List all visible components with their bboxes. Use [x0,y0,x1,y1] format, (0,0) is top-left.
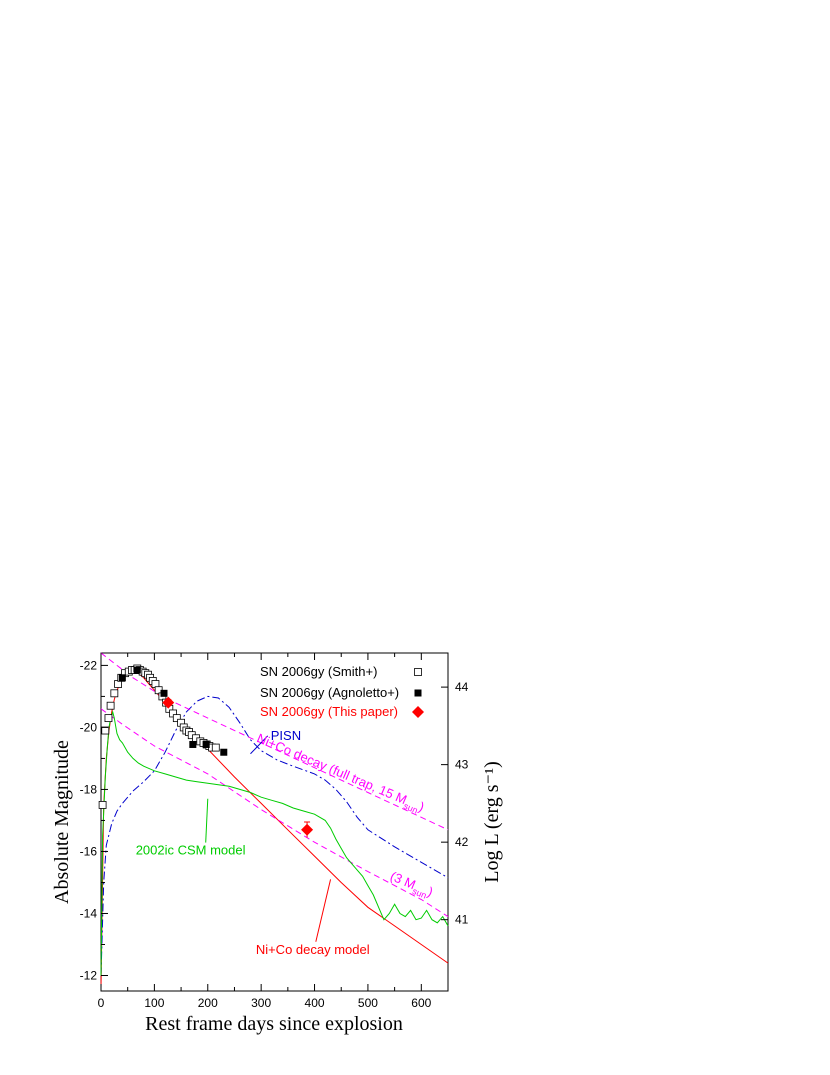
y-tick-label: -20 [80,720,98,734]
annotation-nico: Ni+Co decay model [256,942,370,957]
series-line [100,708,449,918]
data-point-filled-square [202,740,210,748]
data-point-open-square [98,801,107,809]
axes: 0 100 200 300 400 500 600 -22 -20 -18 -16 -14 -12 41 4… [80,653,469,1010]
legend-label: SN 2006gy (Smith+) [260,664,377,679]
y-axis-label: Absolute Magnitude [51,740,73,904]
y2-tick-label: 42 [455,835,469,849]
y2-tick-label: 43 [455,758,469,772]
annotation-tail: ) [425,884,435,900]
legend: SN 2006gy (Smith+) SN 2006gy (Agnoletto+)… [260,664,424,719]
annotation-leader [205,798,209,843]
data-point-diamond [301,823,314,836]
y-tick-label: -22 [80,658,98,672]
annotation-leader [315,879,332,942]
data-point-open-square [110,689,119,698]
y-tick-label: -16 [80,844,98,858]
annotation-subscript: sun [411,886,428,901]
y2-axis-label: Log L (erg s⁻¹) [481,761,503,883]
x-tick-label: 100 [144,996,164,1010]
x-tick-label: 300 [251,996,271,1010]
y2-tick-label: 44 [455,680,469,694]
annotation-subscript: sun [402,801,419,816]
series-line [100,695,449,976]
plot-area [100,652,449,992]
annotation-csm: 2002ic CSM model [136,843,246,858]
y-tick-label: -14 [80,906,98,920]
annotation-pisn: PISN [271,728,301,743]
annotation-text: 2002ic CSM model [136,843,246,858]
data-point-open-square [106,701,115,710]
x-tick-label: 600 [411,996,431,1010]
x-tick-label: 400 [305,996,325,1010]
y-tick-label: -18 [80,782,98,796]
data-point-filled-square [133,666,141,674]
x-tick-label: 500 [358,996,378,1010]
data-point-diamond [162,696,175,709]
series-line [100,710,449,976]
data-point-filled-square [189,740,197,748]
data-point-filled-square [160,689,168,697]
x-tick-label: 200 [198,996,218,1010]
data-point-open-square [104,714,113,723]
annotation-text: Ni+Co decay model [256,942,370,957]
annotation-leader [250,735,269,755]
legend-marker [414,668,422,676]
x-tick-label: 0 [98,996,105,1010]
annotation-text: Ni+Co decay (full trap, 15 M [255,730,410,807]
plot-frame [100,652,449,992]
data-point-filled-square [118,674,126,682]
legend-label: SN 2006gy (Agnoletto+) [260,685,399,700]
legend-marker [412,706,424,718]
annotation-full: Ni+Co decay (full trap, 15 Msun) [253,730,426,817]
data-point-open-square [172,714,181,723]
data-point-open-square [211,743,220,752]
series-line [100,671,449,988]
legend-marker [414,689,422,697]
data-point-filled-square [220,748,228,756]
annotation-text: PISN [271,728,301,743]
annotation-tail: ) [417,799,427,815]
y2-tick-label: 41 [455,913,469,927]
data-point-open-square [101,726,110,735]
x-axis-label: Rest frame days since explosion [145,1013,403,1035]
legend-label: SN 2006gy (This paper) [260,704,398,719]
y-tick-label: -12 [80,968,98,982]
data-points [98,664,314,838]
